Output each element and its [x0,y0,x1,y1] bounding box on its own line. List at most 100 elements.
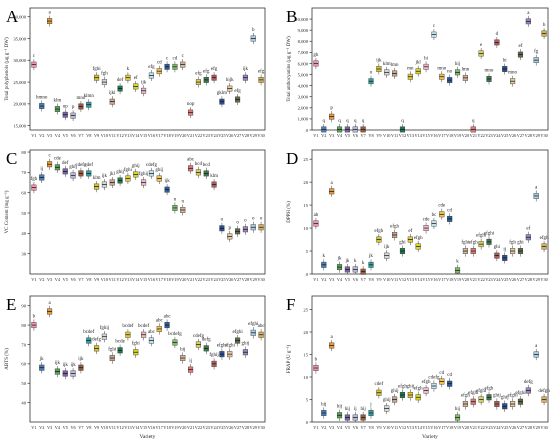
significance-letter: abc [164,314,172,319]
x-tick-label: V18 [163,133,170,138]
x-tick-label: V29 [250,133,257,138]
x-tick-label: V21 [470,133,477,138]
significance-letter: defg [92,338,101,343]
x-tick-label: V14 [414,133,422,138]
significance-letter: b [315,357,318,362]
x-tick-label: V17 [156,133,164,138]
significance-letter: abc [156,318,164,323]
significance-letter: ijk [384,245,390,250]
y-axis-label: ABTS (%) [5,348,10,370]
significance-letter: a [331,181,334,186]
x-tick-label: V30 [257,133,264,138]
x-tick-label: V5 [63,425,68,430]
y-tick-label: 35,000 [13,36,26,42]
x-tick-label: V3 [329,425,334,430]
significance-letter: n [174,197,177,202]
y-tick-label: 50 [21,381,26,386]
x-tick-label: V11 [109,133,116,138]
significance-letter: c [166,56,169,61]
significance-letter: c [33,54,36,59]
x-tick-label: V3 [47,425,52,430]
significance-letter: mno [437,66,446,71]
y-tick-label: 7,000 [298,50,309,56]
significance-letter: cd [447,208,452,213]
significance-letter: mn [407,66,414,71]
x-tick-label: V7 [361,133,367,138]
x-tick-label: V14 [414,277,422,282]
x-tick-label: V3 [47,277,52,282]
significance-letter: a [535,344,538,349]
x-tick-label: V24 [210,133,218,138]
x-tick-label: V26 [226,277,234,282]
significance-letter: o [244,219,247,224]
x-tick-label: V4 [55,425,61,430]
significance-letter: klmn [84,94,95,99]
significance-letter: jk [344,259,349,264]
significance-letter: n [182,199,185,204]
y-tick-label: 15 [303,203,308,208]
x-tick-label: V22 [477,133,484,138]
x-tick-label: V12 [116,425,123,430]
x-tick-label: V17 [438,425,446,430]
significance-letter: a [527,11,530,16]
x-tick-label: V6 [353,277,359,282]
significance-letter: k [456,260,459,265]
significance-letter: c [48,154,51,159]
significance-letter: efg [234,89,241,94]
significance-letter: b [543,23,546,28]
significance-letter: q [401,119,404,124]
x-tick-label: V1 [31,133,36,138]
y-tick-label: 15 [303,352,308,357]
x-tick-label: V28 [242,133,249,138]
significance-letter: q [354,119,357,124]
y-axis-label: Total polyphenols (µg g⁻¹ DW) [4,37,10,101]
x-tick-label: V16 [148,277,156,282]
significance-letter: bcd [203,163,211,168]
plot-frame [29,149,266,275]
x-tick-label: V28 [525,425,532,430]
significance-letter: cd [439,371,444,376]
x-tick-label: V9 [94,277,99,282]
x-tick-label: V23 [203,133,210,138]
significance-letter: ef [526,227,530,232]
x-tick-label: V29 [532,425,539,430]
significance-letter: fg [534,50,539,55]
x-tick-label: V1 [313,425,318,430]
x-tick-label: V12 [116,277,123,282]
x-tick-label: V22 [195,277,202,282]
x-tick-label: V16 [148,425,156,430]
x-tick-label: V16 [430,133,438,138]
significance-letter: jk [337,257,342,262]
y-tick-label: 9,000 [298,28,309,34]
x-tick-label: V15 [140,133,147,138]
y-tick-label: 3,000 [298,95,309,101]
y-tick-label: 1,000 [298,117,309,123]
significance-letter: defg [202,338,211,343]
significance-letter: fghi [132,342,141,347]
x-tick-label: V7 [361,425,367,430]
significance-letter: ef [408,229,412,234]
plot-frame [29,295,266,423]
y-tick-label: 80 [21,323,26,328]
x-tick-label: V26 [509,133,517,138]
x-tick-label: V22 [195,133,202,138]
significance-letter: gh [313,53,319,58]
x-tick-label: V9 [376,277,381,282]
x-tick-label: V26 [509,425,517,430]
significance-letter: q [472,119,475,124]
significance-letter: cde [423,217,431,222]
plot-frame [311,149,549,275]
x-tick-label: V5 [345,133,350,138]
x-tick-label: V18 [163,277,170,282]
x-tick-label: V7 [78,277,84,282]
panel-B: B 0 1,000 2,000 3,000 4,000 5,000 6,000 7,000 8,0… [286,7,549,138]
x-tick-label: V4 [337,425,343,430]
significance-letter: no [447,70,453,75]
panel-label: B [286,7,297,26]
y-tick-label: 10 [303,375,308,380]
y-axis-label: Total anthocyanins (µg g⁻¹ DW) [286,36,292,102]
x-tick-label: V15 [422,277,429,282]
panel-C: C 30 40 50 60 70 80 VC Content (mg g⁻¹) fgh V1 ij V… [4,149,266,282]
significance-letter: q [338,119,341,124]
x-tick-label: V27 [234,277,242,282]
